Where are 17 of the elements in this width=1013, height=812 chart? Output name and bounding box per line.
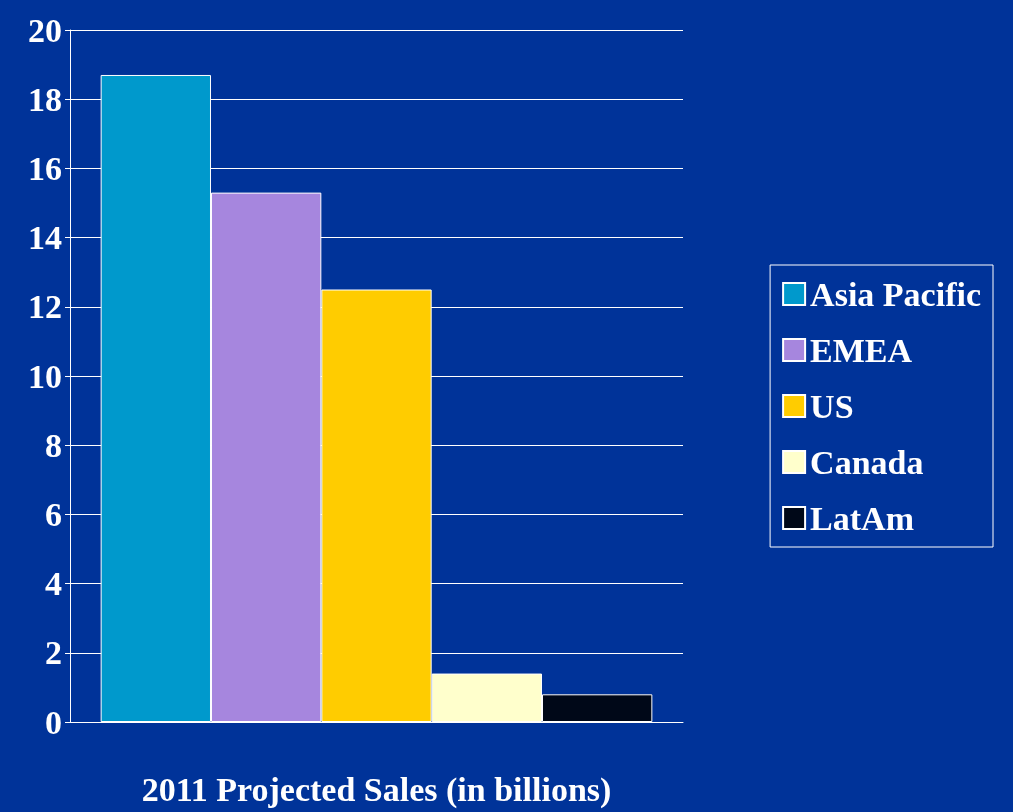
legend-label: LatAm [810, 499, 914, 537]
legend-label: Asia Pacific [810, 275, 982, 313]
y-tick-label: 10 [28, 357, 62, 395]
y-tick-label: 14 [28, 219, 62, 257]
y-tick-label: 16 [28, 149, 62, 187]
y-tick-label: 12 [28, 288, 62, 326]
y-tick-label: 2 [45, 634, 62, 672]
legend-label: Canada [810, 443, 924, 481]
y-tick-label: 18 [28, 80, 62, 118]
x-axis-title: 2011 Projected Sales (in billions) [141, 770, 612, 809]
y-tick-label: 20 [28, 11, 62, 49]
y-tick-label: 8 [45, 426, 62, 464]
legend-label: US [810, 387, 854, 425]
legend-label: EMEA [810, 331, 913, 369]
y-tick-label: 6 [45, 495, 62, 533]
y-tick-label: 0 [45, 703, 62, 741]
y-tick-label: 4 [45, 565, 62, 603]
